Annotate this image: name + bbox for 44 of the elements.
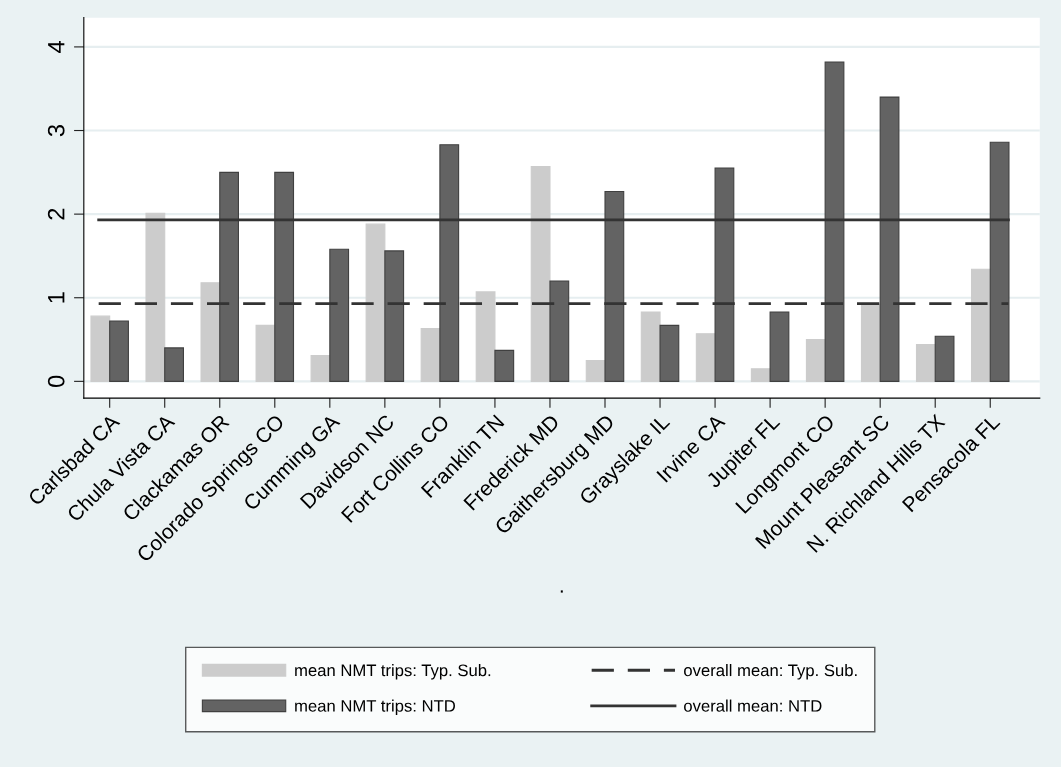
bar	[915, 344, 936, 382]
bar	[420, 328, 441, 382]
y-tick-label: 4	[48, 41, 65, 53]
x-axis-title: .	[560, 590, 563, 593]
bar	[989, 141, 1010, 382]
bar	[274, 171, 295, 382]
bar	[549, 280, 570, 382]
bar	[384, 250, 405, 382]
legend-label: overall mean: Typ. Sub.	[684, 664, 857, 680]
y-tick-label: 0	[47, 375, 65, 387]
bar	[805, 338, 826, 382]
bar	[695, 333, 716, 382]
bar	[365, 223, 386, 382]
bar	[604, 190, 625, 382]
bar	[475, 291, 496, 382]
bar	[934, 335, 955, 382]
bar	[164, 347, 184, 382]
y-tick-label: 2	[47, 208, 65, 220]
bar	[329, 248, 350, 382]
bar	[255, 324, 276, 382]
bar	[439, 144, 460, 382]
bar	[310, 354, 331, 382]
bar	[640, 311, 661, 382]
bar	[585, 359, 606, 382]
bar	[879, 96, 900, 382]
bar	[659, 324, 680, 382]
legend-label: mean NMT trips: Typ. Sub.	[295, 664, 491, 680]
bar	[769, 311, 790, 382]
bar	[494, 349, 515, 382]
bar	[109, 320, 129, 382]
legend-label: overall mean: NTD	[684, 699, 822, 712]
bar	[714, 167, 735, 382]
bar	[200, 282, 221, 382]
bar	[530, 165, 551, 382]
bar	[824, 61, 845, 382]
y-tick-label: 3	[47, 124, 65, 137]
bar	[860, 303, 881, 382]
bar	[219, 171, 240, 382]
y-tick-label: 1	[48, 292, 65, 303]
bar	[750, 368, 771, 382]
legend-label: mean NMT trips: NTD	[295, 699, 456, 716]
bar	[145, 212, 166, 382]
bar	[970, 268, 991, 382]
bar	[90, 315, 111, 382]
